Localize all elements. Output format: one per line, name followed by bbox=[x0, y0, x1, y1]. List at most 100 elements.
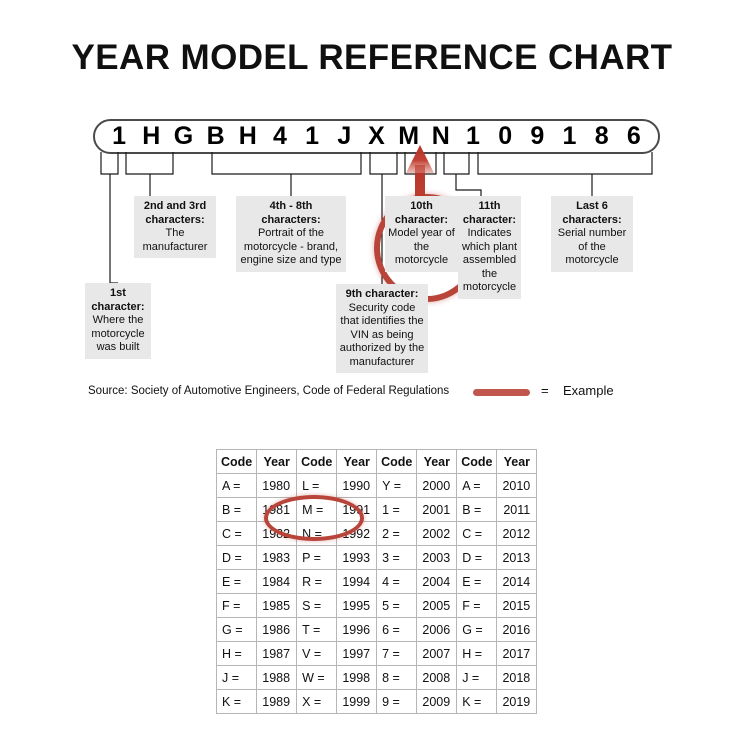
table-cell-year: 1990 bbox=[336, 473, 378, 498]
callout-2nd-3rd-characters: 2nd and 3rd characters: The manufacturer bbox=[134, 196, 216, 258]
callout-last6-heading: Last 6 characters: bbox=[562, 200, 622, 226]
page-title: YEAR MODEL REFERENCE CHART bbox=[71, 38, 673, 77]
table-cell-year: 2009 bbox=[416, 689, 458, 714]
table-header-6: Year bbox=[416, 449, 458, 474]
vin-char-16: 8 bbox=[594, 122, 609, 150]
table-cell-code: P = bbox=[296, 545, 338, 570]
table-cell-code: L = bbox=[296, 473, 338, 498]
table-header-4: Year bbox=[336, 449, 378, 474]
callout-11th-body: Indicates which plant assembled the moto… bbox=[461, 227, 518, 293]
table-cell-code: D = bbox=[215, 545, 258, 570]
table-cell-code: K = bbox=[215, 689, 258, 714]
table-cell-code: N = bbox=[296, 521, 338, 546]
table-row: C = 1982 N = 1992 2 = 2002 C = 2012 bbox=[215, 521, 538, 546]
table-cell-year: 1984 bbox=[256, 569, 298, 594]
table-row: J = 1988 W = 1998 8 = 2008 J = 2018 bbox=[215, 665, 538, 690]
table-cell-year: 2006 bbox=[416, 617, 458, 642]
table-cell-code: D = bbox=[456, 545, 498, 570]
table-cell-code: A = bbox=[456, 473, 498, 498]
table-cell-code: F = bbox=[456, 593, 498, 618]
callout-4th-8th-characters: 4th - 8th characters: Portrait of the mo… bbox=[236, 196, 346, 272]
table-cell-year: 1985 bbox=[256, 593, 298, 618]
table-cell-year: 1987 bbox=[256, 641, 298, 666]
table-cell-code: 3 = bbox=[376, 545, 418, 570]
year-code-table: Code Year Code Year Code Year Code Year A = 1980… bbox=[215, 449, 538, 714]
vin-char-1: 1 bbox=[112, 122, 127, 150]
callout-11th-heading: 11th character: bbox=[462, 200, 517, 226]
table-header-3: Code bbox=[296, 449, 338, 474]
table-cell-year: 2008 bbox=[416, 665, 458, 690]
callout-2nd-3rd-body: The manufacturer bbox=[142, 227, 208, 253]
table-cell-year: 1986 bbox=[256, 617, 298, 642]
table-cell-code: G = bbox=[215, 617, 258, 642]
table-cell-year: 1998 bbox=[336, 665, 378, 690]
table-cell-code: 2 = bbox=[376, 521, 418, 546]
callout-1st-character: 1st character: Where the motorcycle was … bbox=[85, 283, 151, 359]
table-cell-year: 1994 bbox=[336, 569, 378, 594]
table-row: E = 1984 R = 1994 4 = 2004 E = 2014 bbox=[215, 569, 538, 594]
table-row: H = 1987 V = 1997 7 = 2007 H = 2017 bbox=[215, 641, 538, 666]
callout-1st-body: Where the motorcycle was built bbox=[91, 314, 145, 353]
table-cell-year: 1982 bbox=[256, 521, 298, 546]
table-row: A = 1980 L = 1990 Y = 2000 A = 2010 bbox=[215, 473, 538, 498]
table-cell-code: 6 = bbox=[376, 617, 418, 642]
table-cell-year: 2017 bbox=[496, 641, 538, 666]
callout-9th-heading: 9th character: bbox=[345, 288, 419, 300]
callout-10th-character: 10th character: Model year of the motorc… bbox=[385, 196, 458, 272]
table-cell-code: H = bbox=[456, 641, 498, 666]
table-cell-code: J = bbox=[456, 665, 498, 690]
table-cell-code: Y = bbox=[376, 473, 418, 498]
callout-11th-character: 11th character: Indicates which plant as… bbox=[458, 196, 521, 299]
table-cell-code: E = bbox=[456, 569, 498, 594]
table-header-7: Code bbox=[456, 449, 498, 474]
table-cell-year: 2014 bbox=[496, 569, 538, 594]
table-cell-year: 1988 bbox=[256, 665, 298, 690]
table-cell-year: 1997 bbox=[336, 641, 378, 666]
table-cell-year: 1991 bbox=[336, 497, 378, 522]
vin-char-12: 1 bbox=[466, 122, 480, 150]
vin-char-5: H bbox=[238, 122, 257, 150]
table-body: A = 1980 L = 1990 Y = 2000 A = 2010 B = 1981 M = 19… bbox=[215, 473, 538, 714]
table-cell-code: 5 = bbox=[376, 593, 418, 618]
table-cell-year: 1980 bbox=[256, 473, 298, 498]
callout-9th-character: 9th character: Security code that identi… bbox=[336, 284, 428, 373]
table-cell-year: 1999 bbox=[336, 689, 378, 714]
vin-char-4: B bbox=[206, 122, 225, 150]
table-cell-year: 2019 bbox=[496, 689, 538, 714]
table-cell-code: A = bbox=[215, 473, 258, 498]
table-cell-year: 1993 bbox=[336, 545, 378, 570]
table-row: B = 1981 M = 1991 1 = 2001 B = 2011 bbox=[215, 497, 538, 522]
table-cell-code: C = bbox=[215, 521, 258, 546]
table-header-8: Year bbox=[496, 449, 538, 474]
table-cell-year: 2012 bbox=[496, 521, 538, 546]
table-cell-code: 8 = bbox=[376, 665, 418, 690]
table-cell-code: B = bbox=[215, 497, 258, 522]
table-cell-year: 2016 bbox=[496, 617, 538, 642]
vin-char-10: M bbox=[398, 122, 420, 150]
table-cell-year: 2010 bbox=[496, 473, 538, 498]
table-cell-code: H = bbox=[215, 641, 258, 666]
table-cell-year: 2005 bbox=[416, 593, 458, 618]
vin-char-7: 1 bbox=[305, 122, 320, 150]
table-cell-code: T = bbox=[296, 617, 338, 642]
table-cell-year: 1992 bbox=[336, 521, 378, 546]
table-cell-code: 9 = bbox=[376, 689, 418, 714]
table-cell-code: E = bbox=[215, 569, 258, 594]
table-row: K = 1989 X = 1999 9 = 2009 K = 2019 bbox=[215, 689, 538, 714]
table-cell-year: 1989 bbox=[256, 689, 298, 714]
table-header-1: Code bbox=[215, 449, 258, 474]
legend-equals-sign: = bbox=[541, 383, 549, 398]
table-cell-code: X = bbox=[296, 689, 338, 714]
callout-9th-body: Security code that identifies the VIN as… bbox=[339, 301, 425, 368]
callout-1st-heading: 1st character: bbox=[91, 287, 145, 313]
vin-char-13: 0 bbox=[498, 122, 513, 150]
table-cell-year: 1995 bbox=[336, 593, 378, 618]
callout-10th-heading: 10th character: bbox=[394, 200, 449, 226]
table-cell-code: M = bbox=[296, 497, 338, 522]
table-cell-year: 2000 bbox=[416, 473, 458, 498]
vin-char-11: N bbox=[431, 122, 450, 150]
table-cell-year: 2015 bbox=[496, 593, 538, 618]
table-cell-code: 1 = bbox=[376, 497, 418, 522]
